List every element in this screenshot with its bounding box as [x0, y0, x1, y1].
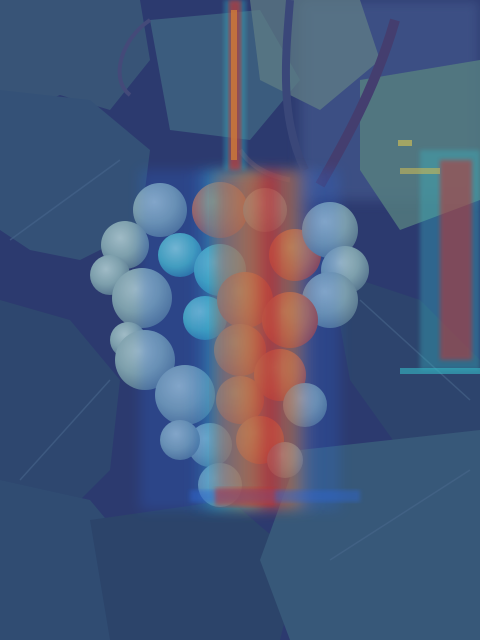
photo-canvas — [0, 0, 480, 640]
blue-tint — [0, 0, 480, 640]
